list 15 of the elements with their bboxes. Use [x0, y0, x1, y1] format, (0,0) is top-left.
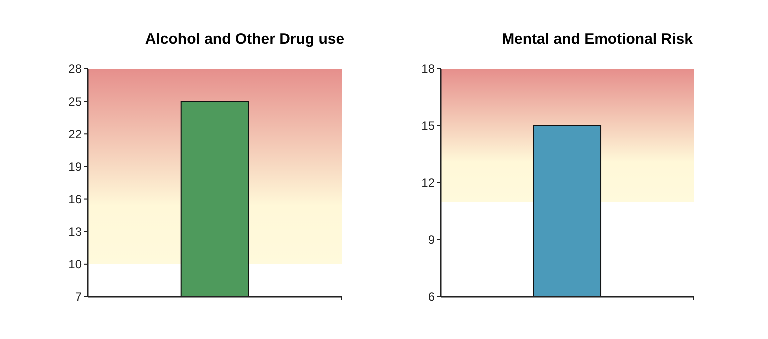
y-tick-label: 18: [422, 62, 436, 76]
y-tick-label: 16: [68, 192, 82, 206]
y-tick-label: 12: [422, 176, 436, 190]
y-tick-label: 28: [68, 62, 82, 76]
y-tick-label: 19: [68, 160, 82, 174]
y-tick-label: 13: [68, 225, 82, 240]
y-tick-label: 22: [68, 127, 82, 142]
y-tick-label: 25: [68, 94, 82, 109]
chart-title: Mental and Emotional Risk: [502, 31, 694, 48]
y-tick-label: 9: [428, 233, 436, 248]
y-tick-label: 6: [428, 290, 436, 304]
chart-title: Alcohol and Other Drug use: [145, 31, 345, 48]
y-tick-label: 15: [422, 119, 436, 134]
y-tick-label: 10: [68, 258, 82, 272]
y-tick-label: 7: [75, 290, 82, 304]
